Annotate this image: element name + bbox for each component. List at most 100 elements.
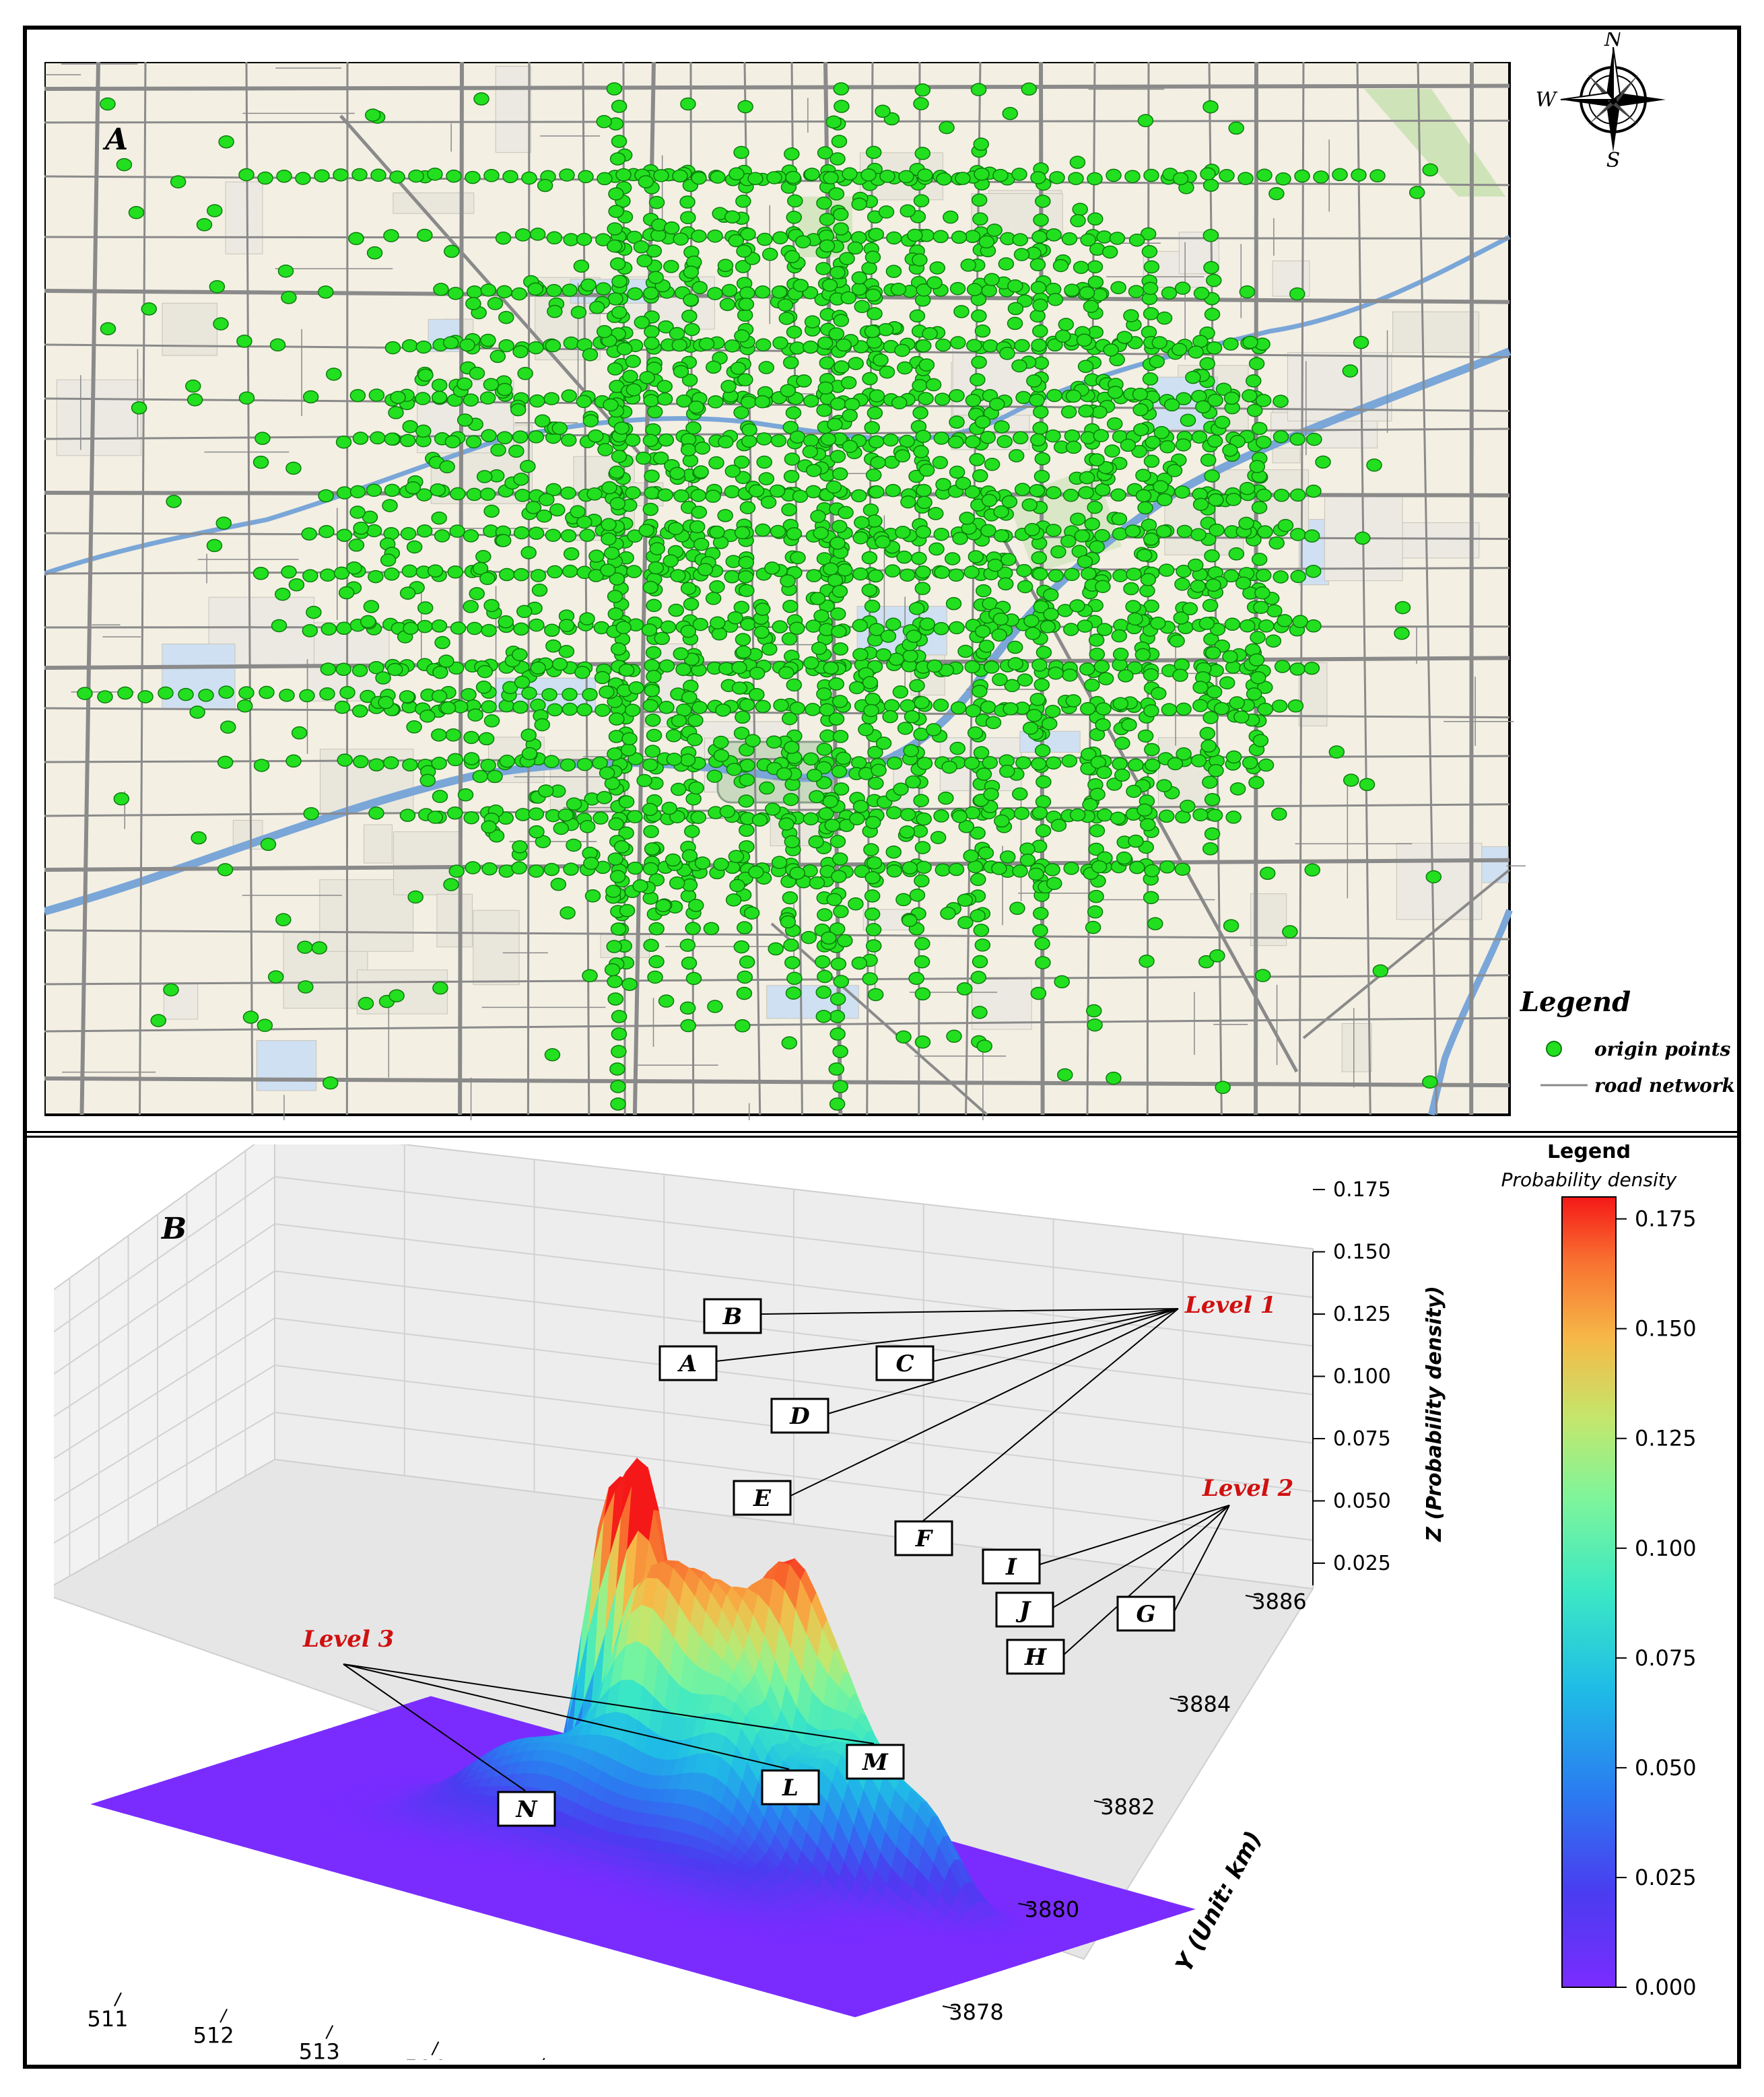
origin-point xyxy=(561,434,577,447)
origin-point xyxy=(445,728,462,742)
origin-point xyxy=(279,689,295,702)
origin-point xyxy=(786,678,803,692)
origin-point xyxy=(648,196,665,209)
origin-point xyxy=(681,691,698,704)
road xyxy=(44,343,1510,359)
origin-point xyxy=(415,392,431,405)
origin-point xyxy=(1034,744,1051,757)
origin-point xyxy=(1256,168,1273,182)
origin-point xyxy=(576,232,592,246)
origin-point xyxy=(1225,811,1242,824)
origin-point xyxy=(885,265,902,278)
origin-point xyxy=(971,309,987,323)
origin-point xyxy=(999,764,1015,778)
origin-point xyxy=(1250,671,1266,685)
origin-point xyxy=(1007,279,1023,293)
origin-point xyxy=(693,537,710,551)
origin-point xyxy=(363,600,380,613)
origin-point xyxy=(496,382,513,397)
origin-point xyxy=(914,83,931,97)
origin-point xyxy=(606,940,623,953)
origin-point xyxy=(1167,757,1184,771)
origin-point xyxy=(366,483,382,497)
origin-point xyxy=(869,485,885,499)
origin-point xyxy=(1116,851,1132,865)
origin-point xyxy=(724,465,741,478)
origin-point xyxy=(784,835,801,849)
origin-point xyxy=(1022,721,1039,735)
origin-point xyxy=(1033,907,1049,920)
origin-point xyxy=(1142,372,1159,386)
origin-point xyxy=(852,531,869,545)
origin-point xyxy=(528,430,545,444)
origin-point xyxy=(257,171,273,185)
origin-point xyxy=(432,790,448,803)
origin-point xyxy=(1025,627,1041,640)
origin-point xyxy=(433,283,449,296)
origin-point xyxy=(871,763,887,778)
origin-point xyxy=(285,754,302,768)
origin-point xyxy=(648,922,665,936)
origin-point xyxy=(792,489,809,503)
origin-point xyxy=(281,565,297,579)
origin-point xyxy=(991,862,1007,875)
origin-point xyxy=(323,1076,339,1090)
origin-point xyxy=(980,524,996,537)
origin-point xyxy=(218,685,234,699)
origin-point xyxy=(907,228,923,242)
origin-point xyxy=(1332,168,1348,182)
origin-point xyxy=(945,596,962,611)
origin-point xyxy=(1277,614,1293,627)
origin-point xyxy=(558,644,575,658)
origin-point xyxy=(473,92,489,106)
origin-point xyxy=(320,622,337,636)
origin-point xyxy=(657,488,673,502)
origin-point xyxy=(832,467,848,481)
origin-point xyxy=(1202,100,1219,114)
origin-point xyxy=(1064,568,1080,582)
origin-point xyxy=(733,600,750,614)
origin-point xyxy=(1266,604,1283,618)
origin-point xyxy=(786,527,803,541)
origin-point xyxy=(713,735,729,749)
origin-point xyxy=(434,635,450,650)
origin-point xyxy=(621,977,638,992)
origin-point xyxy=(1106,778,1122,791)
origin-point xyxy=(1222,444,1238,457)
origin-point xyxy=(933,432,949,445)
origin-point xyxy=(634,316,650,329)
map-background xyxy=(44,62,1511,1116)
origin-point xyxy=(757,232,773,246)
origin-point xyxy=(832,584,848,598)
origin-point xyxy=(690,489,706,502)
origin-point xyxy=(480,333,496,347)
origin-point xyxy=(1035,824,1052,837)
origin-point xyxy=(1087,212,1104,226)
origin-point xyxy=(583,856,599,870)
origin-point xyxy=(1088,633,1105,647)
origin-point xyxy=(1372,964,1389,977)
origin-point xyxy=(867,307,883,320)
origin-point xyxy=(756,455,772,469)
origin-point xyxy=(1089,824,1106,837)
origin-point xyxy=(970,872,986,887)
origin-point xyxy=(1078,486,1094,500)
origin-point xyxy=(932,456,949,469)
origin-point xyxy=(498,339,514,353)
origin-point xyxy=(691,229,707,243)
origin-point xyxy=(607,222,623,236)
origin-point xyxy=(530,661,547,675)
origin-point xyxy=(820,432,837,446)
origin-point xyxy=(1202,776,1218,789)
origin-point xyxy=(267,970,284,984)
origin-point xyxy=(1303,529,1320,543)
origin-point xyxy=(1265,634,1282,648)
origin-point xyxy=(1172,668,1188,682)
origin-point xyxy=(821,278,838,292)
origin-point xyxy=(1144,743,1160,757)
origin-point xyxy=(1029,258,1046,271)
origin-point xyxy=(891,396,908,410)
origin-point xyxy=(1070,214,1086,228)
block xyxy=(56,379,141,456)
origin-point xyxy=(576,394,592,409)
